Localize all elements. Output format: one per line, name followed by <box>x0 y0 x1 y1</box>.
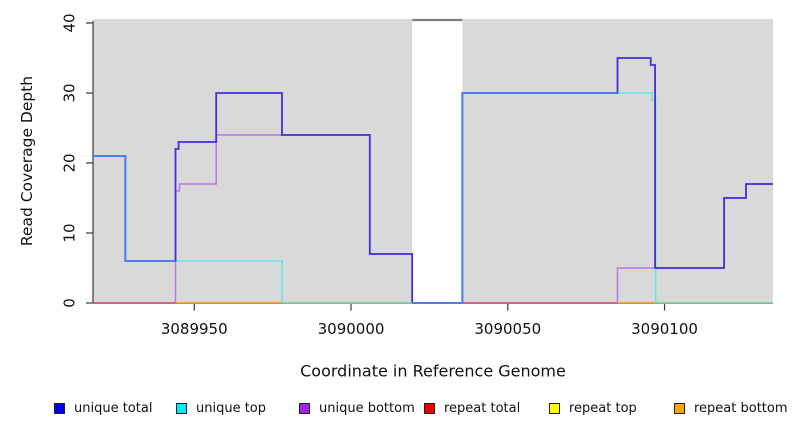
overlap-segment <box>93 155 176 262</box>
legend-swatch-icon <box>54 402 65 414</box>
y-tick-label: 30 <box>61 83 79 102</box>
legend-item-unique-top: unique top <box>176 399 266 417</box>
y-axis-title: Read Coverage Depth <box>18 75 36 247</box>
y-tick-label: 0 <box>61 298 79 308</box>
legend-swatch-icon <box>549 402 560 414</box>
legend-label: repeat bottom <box>694 400 788 416</box>
legend-label: unique top <box>196 400 267 416</box>
x-tick-label: 3090000 <box>318 320 385 338</box>
y-tick-label: 40 <box>61 13 79 32</box>
legend-item-unique-bottom: unique bottom <box>299 399 415 417</box>
legend-item-unique-total: unique total <box>54 399 152 417</box>
gap-region <box>412 19 463 303</box>
x-tick-label: 3090100 <box>631 320 698 338</box>
legend-item-repeat-total: repeat total <box>424 399 520 417</box>
legend-label: unique total <box>74 400 153 416</box>
legend-swatch-icon <box>424 402 435 414</box>
legend-label: unique bottom <box>319 400 415 416</box>
x-tick-label: 3090050 <box>474 320 541 338</box>
legend-swatch-icon <box>299 402 310 414</box>
x-axis-title: Coordinate in Reference Genome <box>300 361 566 381</box>
x-tick-label: 3089950 <box>161 320 228 338</box>
legend-label: repeat total <box>444 400 521 416</box>
legend: unique total unique top unique bottom repea… <box>0 399 792 419</box>
legend-label: repeat top <box>569 400 637 416</box>
y-tick-label: 20 <box>61 153 79 172</box>
series-line-unique-total <box>93 57 773 304</box>
legend-item-repeat-bottom: repeat bottom <box>674 399 788 417</box>
overlap-segment <box>412 92 618 304</box>
legend-swatch-icon <box>674 402 685 414</box>
legend-swatch-icon <box>176 402 187 414</box>
legend-item-repeat-top: repeat top <box>549 399 637 417</box>
y-tick-label: 10 <box>61 223 79 242</box>
